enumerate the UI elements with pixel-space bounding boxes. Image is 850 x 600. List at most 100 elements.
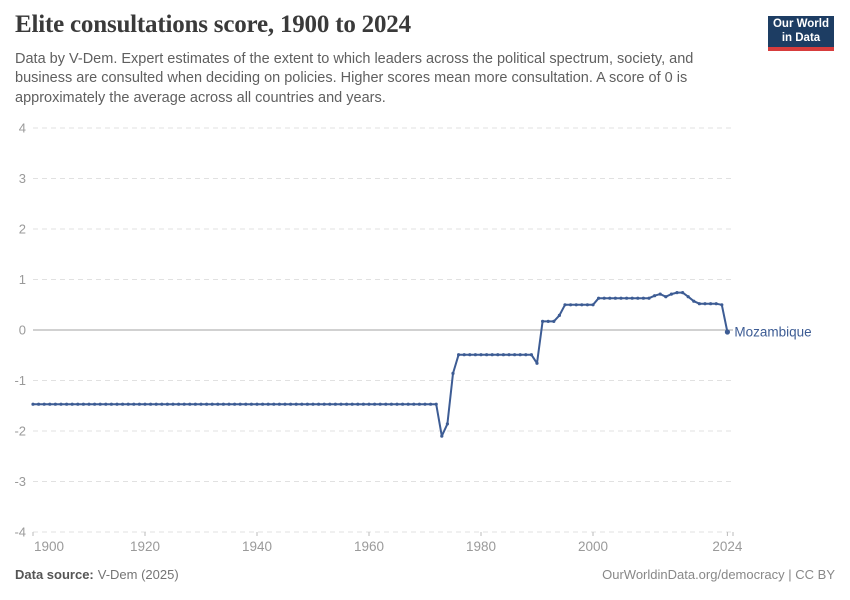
data-point (322, 402, 326, 406)
data-point (563, 303, 567, 307)
data-point (373, 402, 377, 406)
data-point (412, 402, 416, 406)
data-point (401, 402, 405, 406)
data-point (479, 353, 483, 357)
data-point (37, 402, 41, 406)
data-point (473, 353, 477, 357)
data-point (199, 402, 203, 406)
data-point (636, 296, 640, 300)
data-point (518, 353, 522, 357)
data-point (434, 402, 438, 406)
data-point (641, 296, 646, 300)
data-source-value: V-Dem (2025) (97, 567, 179, 582)
data-point (233, 402, 237, 406)
data-point (686, 295, 690, 299)
data-point-end (724, 329, 731, 335)
data-point (266, 402, 270, 406)
y-tick-label: 3 (19, 171, 26, 186)
y-tick-label: 0 (19, 323, 26, 338)
x-tick-label: 1920 (130, 539, 160, 554)
data-point (205, 402, 209, 406)
data-point (76, 402, 80, 406)
data-point (81, 402, 85, 406)
data-point (669, 292, 674, 296)
data-source: Data source: V-Dem (2025) (15, 567, 179, 582)
data-point (630, 296, 634, 300)
data-point (188, 402, 192, 406)
data-point (70, 402, 74, 406)
y-tick-label: 4 (19, 121, 26, 136)
mozambique-line[interactable] (32, 291, 729, 438)
data-point (395, 402, 399, 406)
chart-subtitle: Data by V-Dem. Expert estimates of the e… (15, 51, 694, 106)
data-point (31, 402, 35, 406)
data-point (501, 353, 505, 357)
data-point (193, 402, 197, 406)
data-point (93, 402, 97, 406)
owid-logo[interactable]: Our World in Data (768, 16, 834, 51)
data-point (216, 402, 220, 406)
data-point (507, 353, 511, 357)
data-point (574, 303, 578, 307)
data-source-label: Data source: (15, 567, 94, 582)
data-point (619, 296, 623, 300)
data-point (457, 353, 461, 357)
data-point (468, 353, 472, 357)
data-point (165, 402, 169, 406)
data-point (317, 402, 321, 406)
data-point (356, 402, 360, 406)
data-point (389, 402, 393, 406)
data-point (182, 402, 186, 406)
data-point (675, 291, 679, 295)
data-point (440, 434, 444, 438)
data-point (406, 402, 410, 406)
data-point (429, 402, 433, 406)
data-point (300, 402, 304, 406)
data-point (541, 319, 545, 323)
data-point (529, 353, 534, 357)
data-point (569, 303, 573, 307)
data-point (65, 402, 69, 406)
data-point (681, 291, 685, 295)
data-point (137, 402, 141, 406)
data-point (160, 402, 164, 406)
data-point (462, 353, 466, 357)
data-point (585, 303, 590, 307)
data-point (552, 319, 556, 323)
x-tick-label: 2024 (712, 539, 743, 554)
data-point (720, 303, 724, 307)
data-point (697, 302, 702, 306)
data-point (272, 402, 276, 406)
data-point (221, 402, 225, 406)
y-tick-label: -4 (14, 525, 26, 540)
data-point (361, 402, 365, 406)
data-point (289, 402, 293, 406)
y-tick-label: -3 (14, 474, 26, 489)
footer-link[interactable]: OurWorldinData.org/democracy | CC BY (602, 567, 835, 582)
x-tick-label: 1940 (242, 539, 272, 554)
chart-title: Elite consultations score, 1900 to 2024 (15, 11, 411, 38)
data-point (87, 402, 91, 406)
data-point (238, 402, 242, 406)
data-point (154, 402, 158, 406)
data-point (210, 402, 214, 406)
data-point (333, 402, 337, 406)
data-point (703, 302, 707, 306)
data-point (445, 422, 449, 426)
data-point (597, 296, 601, 300)
data-point (608, 296, 612, 300)
data-point (692, 299, 696, 303)
x-tick-label: 1960 (354, 539, 384, 554)
owid-logo-line2: in Data (781, 31, 821, 44)
data-point (109, 402, 113, 406)
data-point (143, 402, 147, 406)
data-point (255, 402, 259, 406)
data-point (53, 402, 58, 406)
data-point (490, 353, 494, 357)
data-point (249, 402, 253, 406)
data-point (350, 402, 354, 406)
data-point (625, 296, 629, 300)
data-point (513, 353, 517, 357)
data-point (546, 319, 550, 323)
